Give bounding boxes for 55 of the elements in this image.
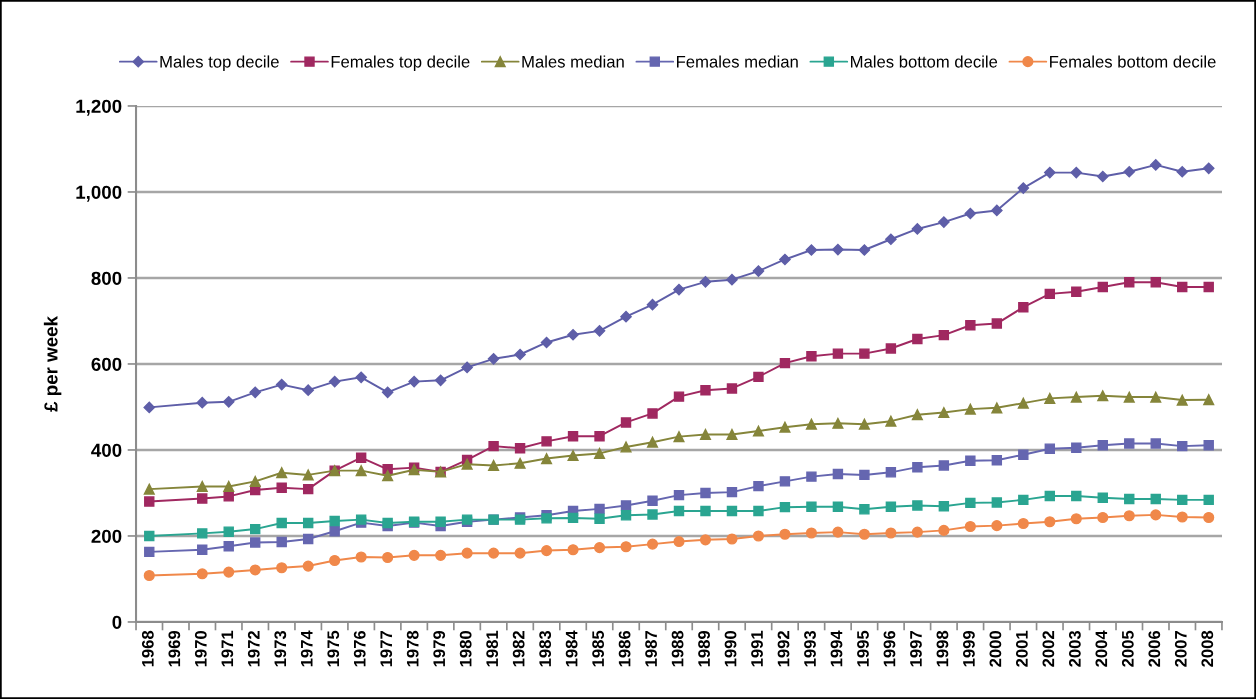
legend-label: Females median — [677, 55, 798, 68]
x-tick-label: 1971 — [221, 630, 234, 667]
x-tick-label: 1969 — [168, 630, 181, 667]
x-tick-label: 1993 — [804, 630, 816, 667]
legend-label: Males bottom decile — [851, 55, 998, 68]
y-tick-label: 400 — [91, 443, 122, 457]
y-tick-label: 600 — [91, 357, 122, 371]
x-tick-label: 1980 — [459, 630, 472, 667]
x-tick-label: 2000 — [989, 630, 1002, 667]
legend-label: Females top decile — [331, 55, 470, 71]
x-tick-label: 2008 — [1201, 630, 1214, 667]
x-tick-label: 2004 — [1095, 630, 1108, 667]
x-tick-label: 1983 — [539, 630, 552, 667]
y-tick-label: 1,000 — [76, 185, 122, 202]
x-tick-label: 1994 — [830, 630, 843, 667]
y-tick-label: 1,200 — [76, 99, 122, 116]
x-tick-label: 2007 — [1174, 631, 1187, 667]
x-tick-label: 1996 — [883, 630, 896, 667]
x-tick-label: 1995 — [857, 630, 869, 667]
x-tick-label: 1985 — [592, 630, 605, 667]
x-tick-label: 1968 — [141, 630, 154, 667]
x-tick-label: 1975 — [327, 630, 340, 667]
x-tick-label: 1977 — [380, 631, 393, 667]
x-tick-label: 1981 — [486, 630, 499, 667]
x-tick-label: 1997 — [910, 631, 922, 667]
x-tick-label: 1970 — [194, 630, 207, 667]
x-tick-label: 1986 — [618, 630, 631, 667]
x-tick-label: 1998 — [936, 630, 949, 667]
x-tick-label: 2002 — [1042, 630, 1055, 667]
x-tick-label: 1978 — [406, 630, 419, 667]
x-tick-label: 2005 — [1121, 630, 1134, 667]
x-tick-label: 1984 — [565, 630, 578, 667]
x-tick-label: 1999 — [963, 630, 975, 667]
y-tick-label: 800 — [91, 271, 122, 285]
x-tick-label: 2003 — [1068, 630, 1081, 667]
x-tick-label: 1972 — [247, 630, 260, 667]
x-tick-label: 1982 — [512, 630, 525, 667]
x-tick-label: 1988 — [671, 630, 684, 667]
x-tick-label: 1990 — [724, 630, 737, 667]
y-tick-label: 200 — [91, 529, 122, 543]
x-tick-label: 1987 — [645, 631, 657, 667]
x-tick-label: 2001 — [1015, 630, 1028, 667]
y-tick-label: 0 — [112, 615, 122, 629]
x-tick-label: 1976 — [353, 630, 366, 667]
legend-label: Males top decile — [160, 55, 279, 71]
x-tick-label: 1973 — [274, 630, 287, 667]
y-axis-title: £ per week — [43, 316, 62, 412]
x-tick-label: 1992 — [777, 630, 790, 667]
x-tick-label: 1979 — [433, 630, 446, 667]
x-tick-label: 1974 — [300, 630, 313, 667]
x-tick-label: 2006 — [1148, 630, 1161, 667]
x-tick-label: 1989 — [698, 630, 710, 667]
legend-label: Females bottom decile — [1050, 55, 1216, 68]
legend-label: Males median — [522, 55, 624, 68]
x-tick-label: 1991 — [751, 630, 763, 667]
